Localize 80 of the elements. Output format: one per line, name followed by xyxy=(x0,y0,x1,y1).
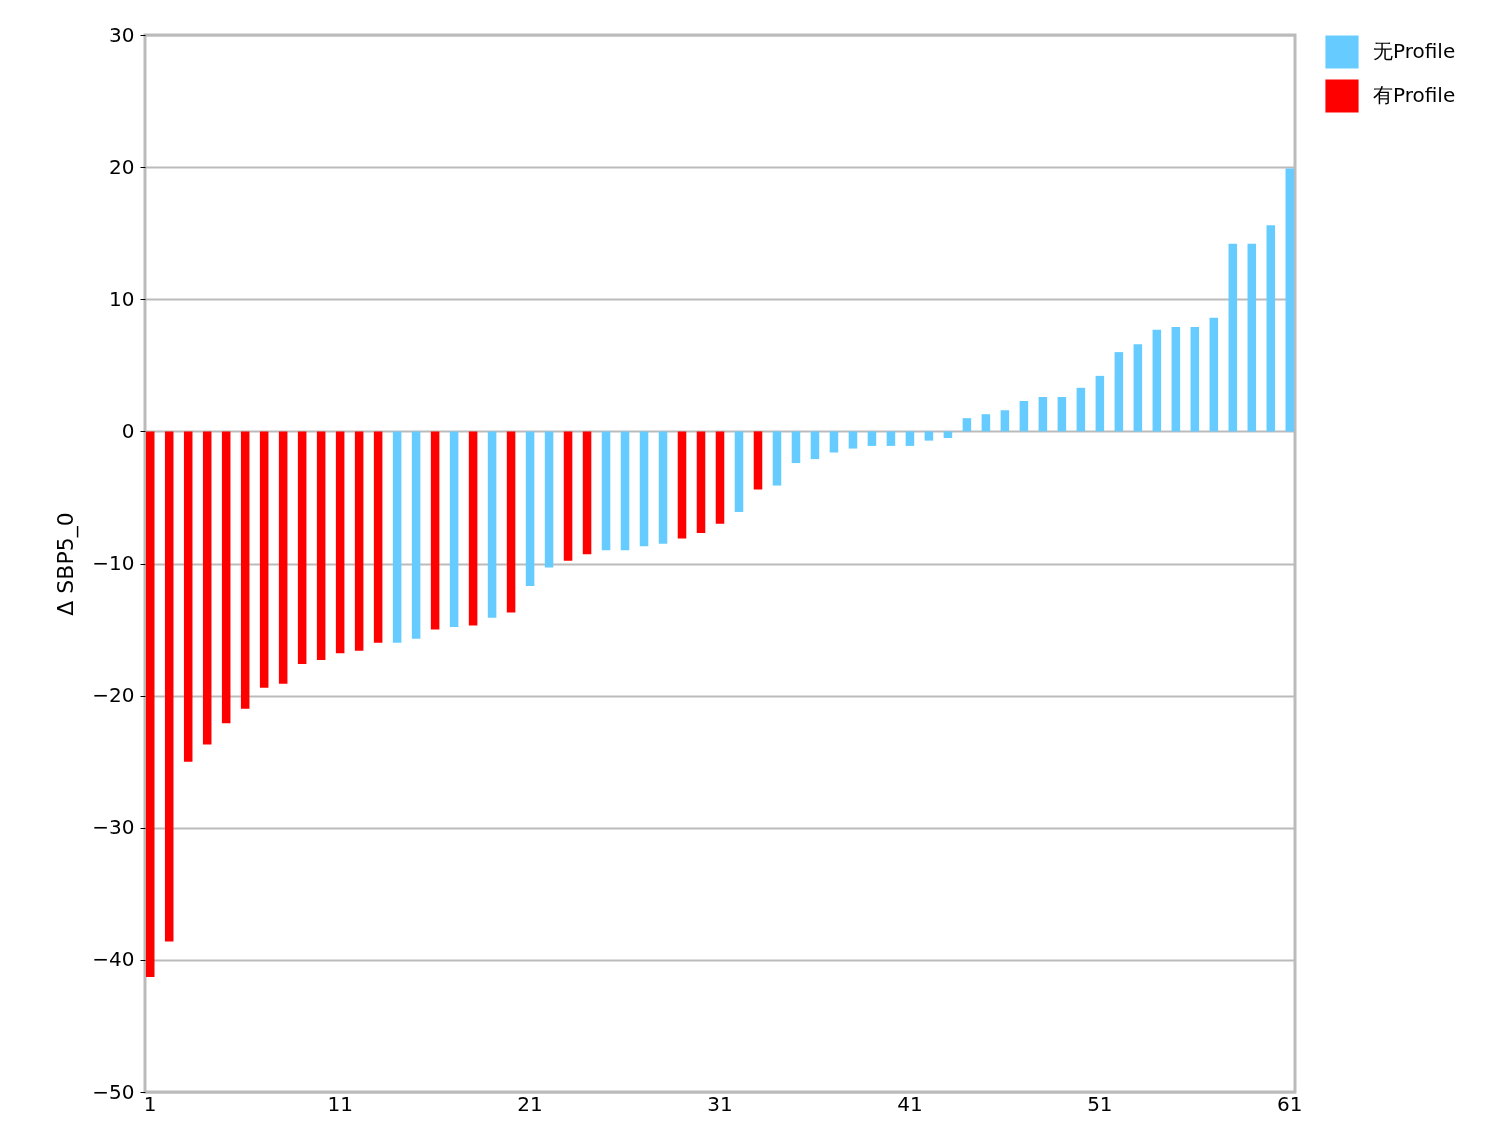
bar xyxy=(867,431,877,446)
x-tick-label: 11 xyxy=(327,1091,353,1116)
bar xyxy=(202,431,212,745)
bar xyxy=(734,431,744,512)
bar xyxy=(525,431,535,586)
bar xyxy=(601,431,611,551)
legend-label: 无Profile xyxy=(1373,39,1456,63)
bar xyxy=(335,431,345,654)
bar xyxy=(772,431,782,486)
bar xyxy=(297,431,307,664)
y-tick-label: 20 xyxy=(109,154,135,179)
y-tick-label: −40 xyxy=(92,947,135,972)
bar xyxy=(1000,410,1010,432)
bar xyxy=(278,431,288,684)
bar xyxy=(1057,397,1067,432)
bar xyxy=(1038,397,1048,432)
bar xyxy=(981,414,991,432)
bar xyxy=(829,431,839,453)
bar xyxy=(240,431,250,709)
x-tick-label: 31 xyxy=(707,1091,733,1116)
bar xyxy=(1133,344,1143,432)
bar xyxy=(924,431,934,441)
y-tick-label: 10 xyxy=(109,286,135,311)
bar xyxy=(373,431,383,643)
bar xyxy=(1114,352,1124,432)
bar xyxy=(259,431,269,688)
bar xyxy=(221,431,231,724)
bar xyxy=(449,431,459,627)
y-tick-label: −10 xyxy=(92,551,135,575)
y-tick-label: 30 xyxy=(109,22,135,47)
bar xyxy=(1228,243,1238,432)
bar xyxy=(620,431,630,551)
bar xyxy=(411,431,421,639)
x-tick-label: 41 xyxy=(897,1091,923,1116)
x-tick-label: 61 xyxy=(1277,1091,1303,1116)
bar xyxy=(1076,387,1086,432)
bar xyxy=(1285,168,1295,432)
x-tick-label: 1 xyxy=(143,1091,157,1116)
bar xyxy=(582,431,592,555)
bar xyxy=(1266,225,1276,432)
bar xyxy=(354,431,364,651)
bar xyxy=(145,431,155,978)
bar xyxy=(905,431,915,446)
bar xyxy=(1095,375,1105,432)
bar xyxy=(1171,327,1181,432)
bar xyxy=(639,431,649,547)
bar xyxy=(183,431,193,762)
bar xyxy=(886,431,896,446)
bar xyxy=(316,431,326,660)
bar xyxy=(658,431,668,544)
bar xyxy=(943,431,953,438)
bar xyxy=(544,431,554,568)
bar xyxy=(1190,327,1200,432)
bar xyxy=(848,431,858,449)
y-axis-title: Δ SBP5_0 xyxy=(53,512,80,616)
bar xyxy=(677,431,687,539)
bar xyxy=(791,431,801,464)
bar xyxy=(1247,243,1257,432)
bar xyxy=(962,418,972,432)
bar xyxy=(164,431,174,942)
y-tick-label: −30 xyxy=(92,815,135,840)
bar xyxy=(430,431,440,630)
bar xyxy=(696,431,706,534)
x-tick-label: 51 xyxy=(1087,1091,1113,1116)
bar xyxy=(715,431,725,524)
bar xyxy=(392,431,402,643)
bar xyxy=(1209,317,1219,432)
bar xyxy=(506,431,516,613)
y-tick-label: 0 xyxy=(121,418,135,443)
x-tick-label: 21 xyxy=(517,1091,543,1116)
bar xyxy=(563,431,573,561)
bar xyxy=(487,431,497,618)
bar xyxy=(1019,400,1029,432)
bar xyxy=(1152,329,1162,432)
bar xyxy=(468,431,478,626)
bar xyxy=(810,431,820,460)
y-tick-label: −20 xyxy=(92,683,135,708)
y-tick-label: −50 xyxy=(92,1079,135,1104)
bar xyxy=(753,431,763,490)
legend-label: 有Profile xyxy=(1373,83,1456,107)
